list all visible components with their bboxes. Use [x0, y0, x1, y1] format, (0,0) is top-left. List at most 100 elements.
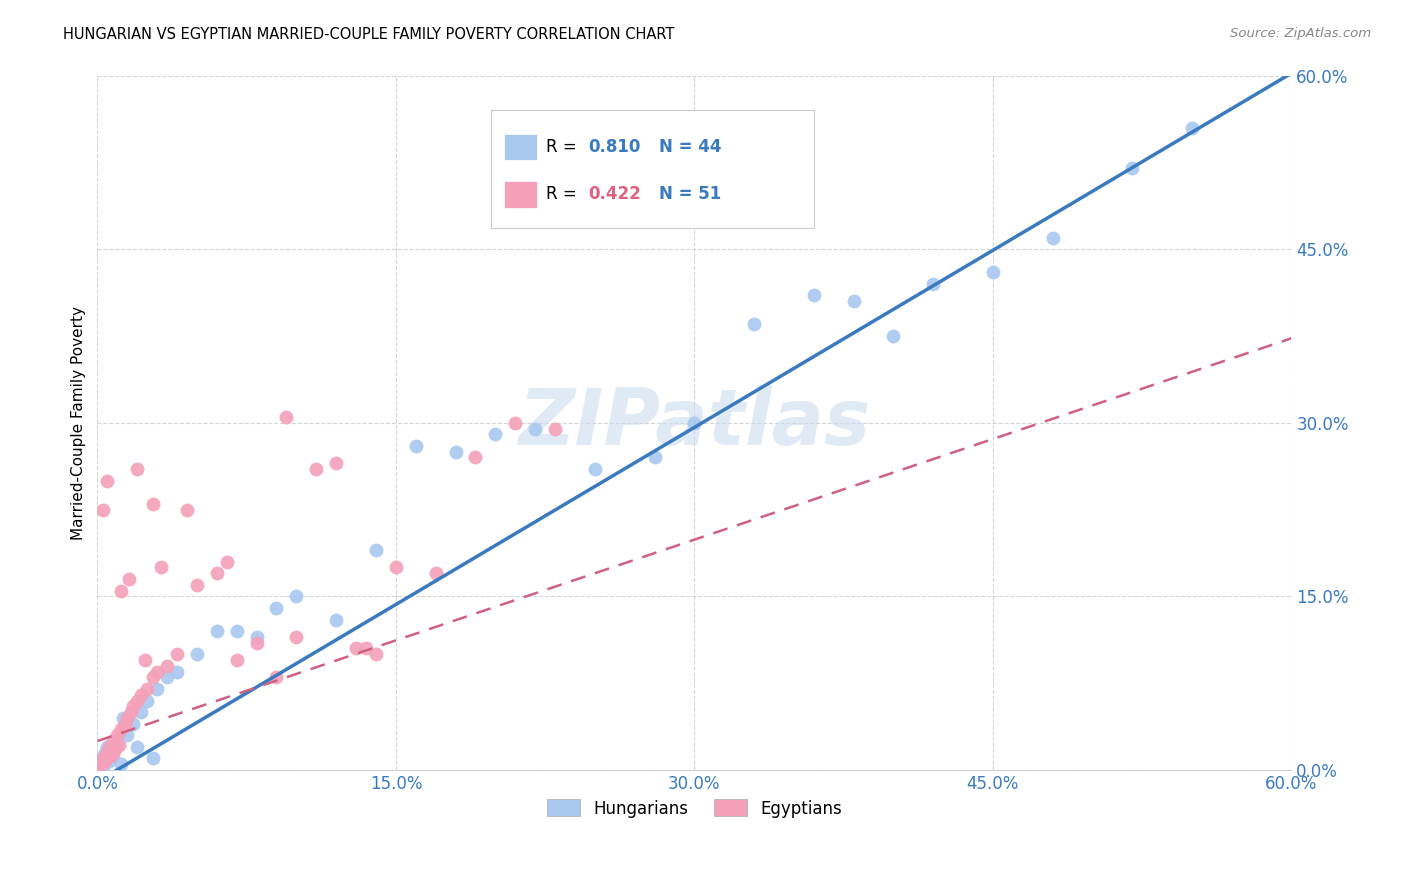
Point — [142, 497, 165, 511]
Point — [91, 759, 114, 773]
Point — [146, 665, 169, 679]
Point — [882, 329, 904, 343]
Point — [186, 647, 208, 661]
Point — [186, 578, 208, 592]
Point — [91, 502, 114, 516]
Point — [205, 624, 228, 639]
Point — [266, 670, 288, 684]
Point — [122, 699, 145, 714]
Point — [245, 635, 267, 649]
Point — [94, 754, 117, 768]
Point — [1181, 120, 1204, 135]
Point — [344, 641, 367, 656]
Point — [405, 439, 427, 453]
Point — [118, 572, 141, 586]
Point — [245, 630, 267, 644]
Point — [142, 751, 165, 765]
Point — [94, 746, 117, 760]
Point — [134, 653, 156, 667]
Point — [166, 647, 188, 661]
Point — [215, 555, 238, 569]
Point — [89, 757, 111, 772]
Point — [166, 665, 188, 679]
Point — [922, 277, 945, 291]
Point — [120, 705, 142, 719]
Point — [110, 583, 132, 598]
Point — [90, 757, 112, 772]
Point — [225, 624, 247, 639]
Point — [981, 265, 1004, 279]
Point — [142, 670, 165, 684]
Point — [115, 728, 138, 742]
Text: HUNGARIAN VS EGYPTIAN MARRIED-COUPLE FAMILY POVERTY CORRELATION CHART: HUNGARIAN VS EGYPTIAN MARRIED-COUPLE FAM… — [63, 27, 675, 42]
Point — [544, 421, 567, 435]
Point — [644, 450, 666, 465]
Point — [266, 601, 288, 615]
Point — [305, 462, 328, 476]
Point — [524, 421, 547, 435]
Point — [98, 754, 121, 768]
Point — [150, 560, 173, 574]
Point — [103, 734, 125, 748]
Point — [96, 474, 118, 488]
Point — [285, 630, 308, 644]
Point — [444, 444, 467, 458]
Point — [1121, 161, 1143, 175]
Point — [110, 757, 132, 772]
Point — [100, 742, 122, 756]
Point — [100, 749, 122, 764]
Point — [136, 693, 159, 707]
Point — [803, 288, 825, 302]
Text: Source: ZipAtlas.com: Source: ZipAtlas.com — [1230, 27, 1371, 40]
Point — [354, 641, 377, 656]
Point — [105, 728, 128, 742]
Point — [276, 409, 298, 424]
Point — [89, 759, 111, 773]
Y-axis label: Married-Couple Family Poverty: Married-Couple Family Poverty — [72, 306, 86, 540]
Point — [115, 711, 138, 725]
Point — [129, 705, 152, 719]
Point — [103, 746, 125, 760]
Point — [503, 416, 526, 430]
Point — [583, 462, 606, 476]
Point — [842, 294, 865, 309]
Point — [425, 566, 447, 581]
Point — [1042, 230, 1064, 244]
Point — [103, 749, 125, 764]
Point — [127, 462, 149, 476]
Point — [127, 693, 149, 707]
Point — [325, 613, 347, 627]
Point — [285, 590, 308, 604]
Point — [110, 723, 132, 737]
Point — [91, 751, 114, 765]
Point — [146, 681, 169, 696]
Point — [464, 450, 486, 465]
Point — [96, 739, 118, 754]
Point — [96, 746, 118, 760]
Point — [114, 716, 136, 731]
Point — [325, 456, 347, 470]
Point — [105, 734, 128, 748]
Point — [683, 416, 706, 430]
Point — [129, 688, 152, 702]
Point — [176, 502, 198, 516]
Point — [484, 427, 506, 442]
Point — [156, 670, 179, 684]
Text: ZIPatlas: ZIPatlas — [519, 384, 870, 461]
Point — [90, 751, 112, 765]
Point — [225, 653, 247, 667]
Point — [98, 739, 121, 754]
Point — [122, 716, 145, 731]
Point — [136, 681, 159, 696]
Point — [742, 318, 765, 332]
Point — [205, 566, 228, 581]
Point — [156, 658, 179, 673]
Point — [364, 647, 387, 661]
Legend: Hungarians, Egyptians: Hungarians, Egyptians — [540, 793, 849, 824]
Point — [127, 739, 149, 754]
Point — [112, 711, 135, 725]
Point — [104, 742, 127, 756]
Point — [108, 738, 131, 752]
Point — [364, 543, 387, 558]
Point — [385, 560, 408, 574]
